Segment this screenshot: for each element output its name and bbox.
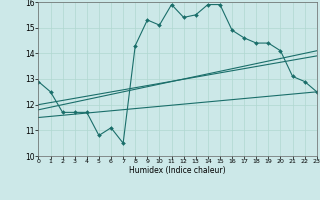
X-axis label: Humidex (Indice chaleur): Humidex (Indice chaleur) <box>129 166 226 175</box>
